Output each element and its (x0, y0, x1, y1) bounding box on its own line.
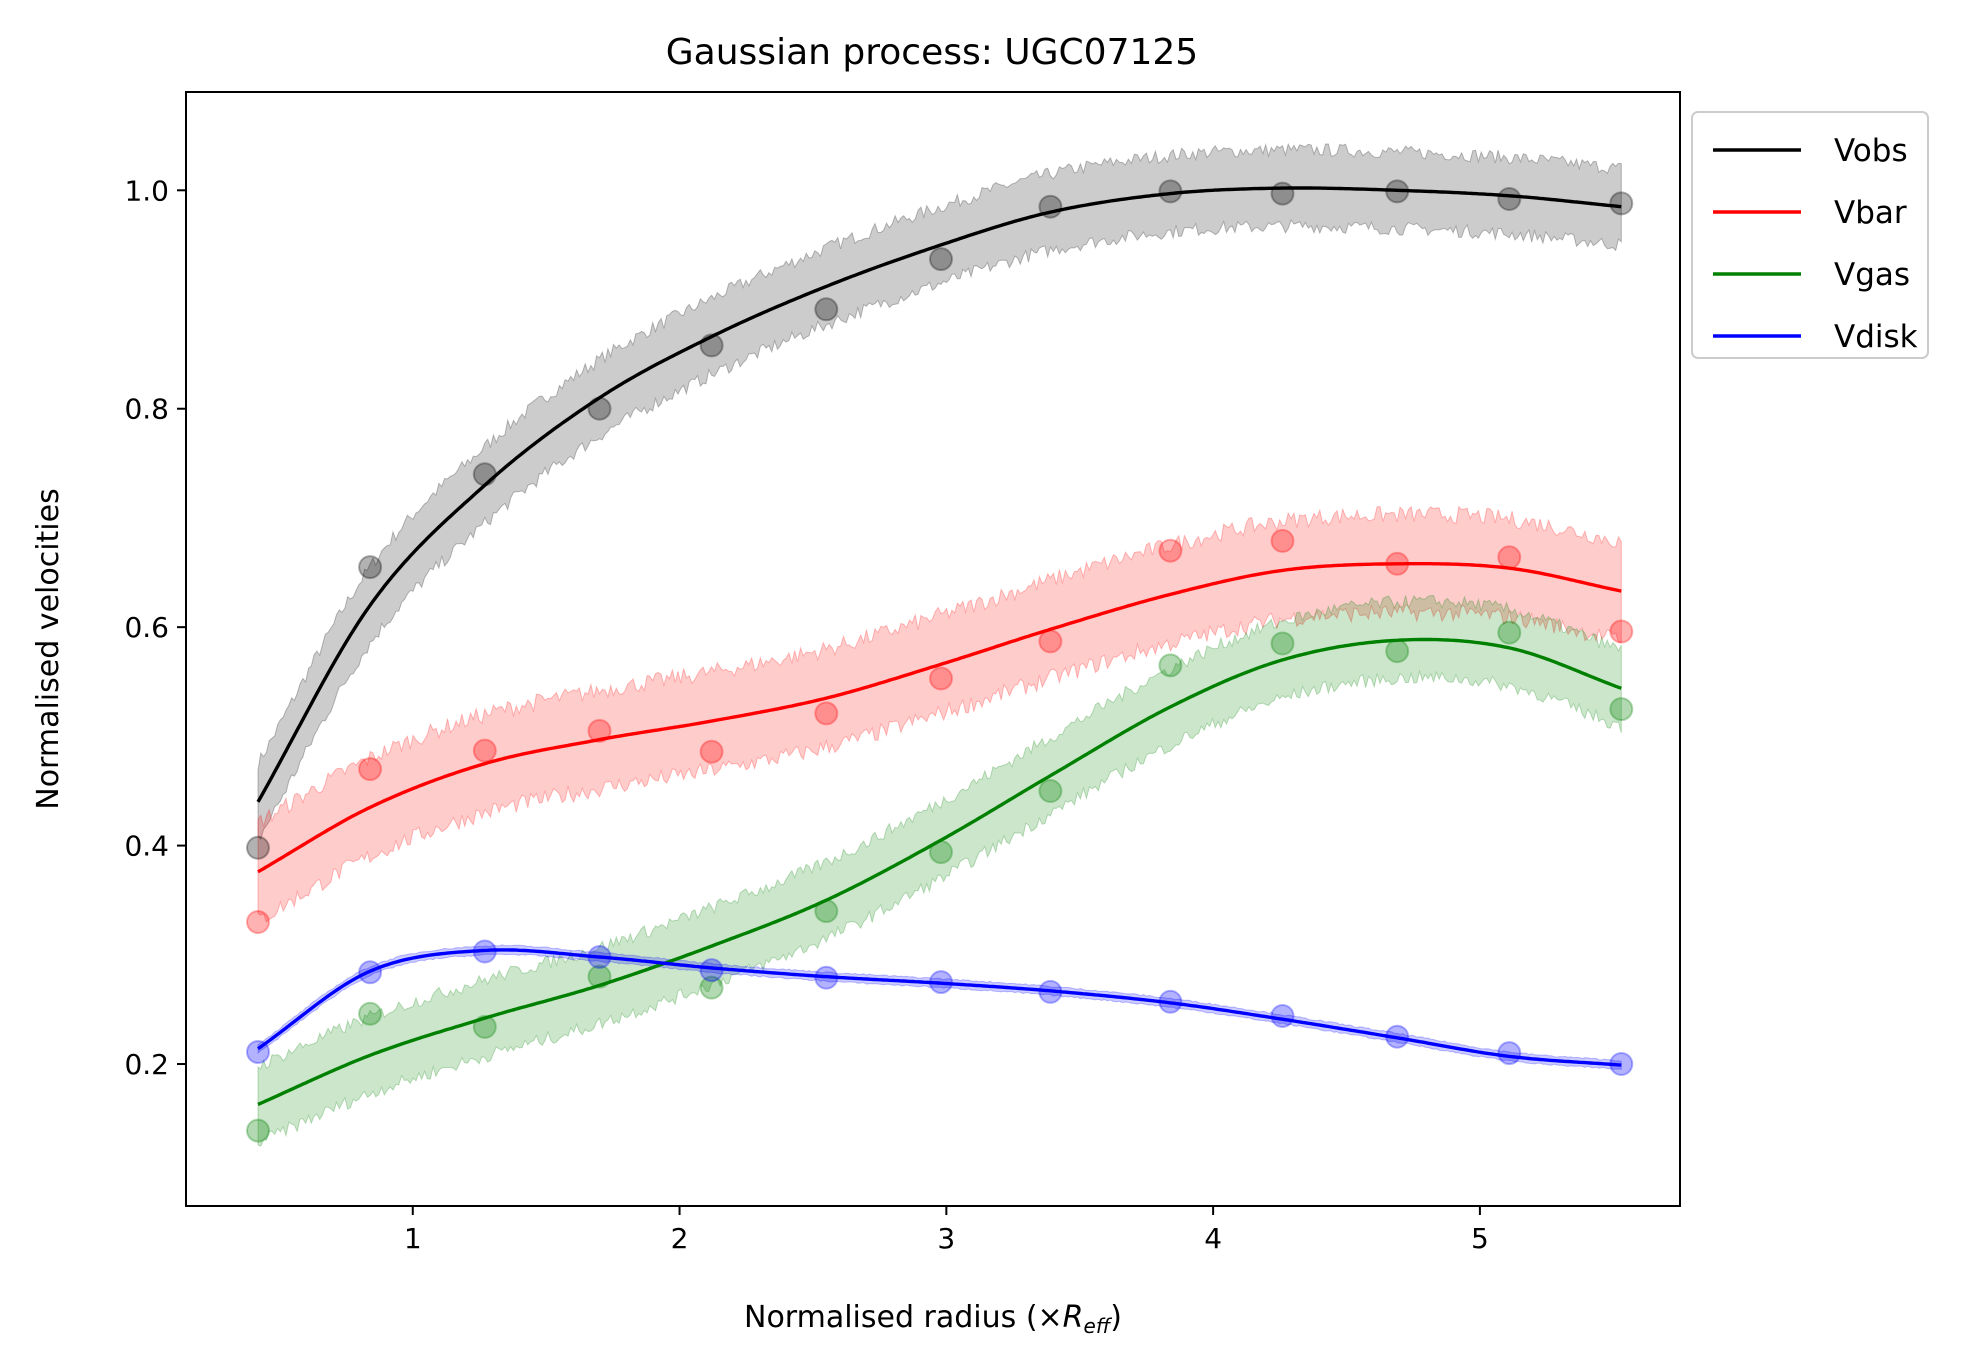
vobs-data-point (472, 462, 497, 487)
vdisk-data-point (1609, 1052, 1634, 1076)
y-tick-label: 0.6 (124, 611, 169, 644)
vgas-data-point (472, 1014, 497, 1039)
y-tick-label: 0.2 (124, 1048, 169, 1081)
vobs-data-point (699, 333, 724, 358)
vobs-data-point (1270, 181, 1295, 206)
vobs-data-point (929, 247, 953, 272)
vgas-data-point (1385, 639, 1410, 664)
vbar-data-point (358, 757, 383, 782)
x-axis-title: Normalised radius (×Reff) (744, 1300, 1122, 1338)
vdisk-data-point (358, 960, 383, 985)
vbar-data-point (246, 910, 270, 934)
vbar-data-point (1270, 528, 1295, 553)
vgas-data-point (814, 899, 839, 924)
vdisk-data-point (246, 1040, 270, 1064)
vgas-data-point (929, 840, 953, 865)
vbar-data-point (1038, 629, 1063, 654)
legend-label-vdisk: Vdisk (1834, 319, 1918, 355)
x-axis-ticks: 1 2 3 4 5 (404, 1206, 1489, 1255)
vgas-data-point (1038, 779, 1063, 803)
y-tick-label: 0.4 (124, 830, 169, 863)
vbar-data-point (587, 718, 612, 743)
vbar-confidence-band (257, 505, 1622, 923)
y-axis-ticks: 0.2 0.4 0.6 0.8 1.0 (124, 174, 186, 1081)
x-axis-title-suffix: ) (1110, 1300, 1122, 1335)
vdisk-confidence-band (257, 944, 1622, 1070)
plot-frame (185, 91, 1681, 1207)
confidence-bands (257, 142, 1622, 1147)
vbar-data-point (699, 739, 724, 764)
vbar-fit-line (257, 562, 1622, 874)
vgas-data-point (1609, 697, 1634, 722)
y-tick-label: 0.8 (124, 393, 169, 426)
y-axis-title: Normalised velocities (31, 488, 66, 809)
vobs-data-point (1038, 194, 1063, 219)
vdisk-data-point (1158, 989, 1183, 1014)
legend-label-vobs: Vobs (1834, 133, 1908, 169)
legend-label-vbar: Vbar (1834, 195, 1907, 231)
vbar-data-point (1158, 538, 1183, 563)
vgas-fit-line (257, 637, 1622, 1106)
data-points (246, 179, 1634, 1143)
vdisk-data-point (699, 958, 724, 983)
vobs-confidence-band (257, 142, 1622, 841)
vobs-data-point (587, 396, 612, 421)
vgas-data-point (699, 975, 724, 1000)
x-axis-title-symbol: R (1063, 1300, 1084, 1335)
x-axis-title-subscript: eff (1084, 1314, 1113, 1338)
vdisk-data-point (1038, 979, 1063, 1004)
x-tick-label: 2 (671, 1222, 689, 1255)
vdisk-data-point (1497, 1041, 1522, 1066)
vobs-data-point (1609, 191, 1634, 216)
vgas-confidence-band (257, 594, 1622, 1147)
legend-label-vgas: Vgas (1834, 257, 1910, 293)
vgas-data-point (1270, 631, 1295, 656)
vobs-data-point (814, 297, 839, 322)
vdisk-data-point (814, 965, 839, 990)
vbar-data-point (929, 666, 953, 691)
vbar-data-point (1497, 545, 1522, 570)
vgas-data-point (246, 1118, 270, 1143)
x-tick-label: 5 (1471, 1222, 1489, 1255)
legend-box (1691, 111, 1929, 359)
vgas-data-point (1497, 620, 1522, 645)
vgas-data-point (1158, 653, 1183, 678)
vobs-data-point (1158, 179, 1183, 204)
y-tick-label: 1.0 (124, 174, 169, 207)
vdisk-fit-line (257, 948, 1622, 1067)
x-tick-label: 1 (404, 1222, 422, 1255)
vdisk-data-point (1270, 1004, 1295, 1028)
vbar-data-point (472, 738, 497, 763)
legend: Vobs Vbar Vgas Vdisk (1691, 111, 1929, 359)
vdisk-data-point (587, 945, 612, 969)
vbar-data-point (1385, 551, 1410, 576)
vobs-data-point (246, 835, 270, 860)
x-tick-label: 3 (937, 1222, 955, 1255)
vobs-fit-line (256, 186, 1622, 803)
vgas-data-point (587, 964, 612, 989)
x-axis-title-main: Normalised radius (× (744, 1300, 1063, 1335)
fit-lines (256, 186, 1622, 1106)
vgas-data-point (358, 1001, 383, 1026)
x-tick-label: 4 (1204, 1222, 1222, 1255)
vdisk-data-point (929, 970, 953, 995)
vbar-data-point (814, 701, 839, 726)
vdisk-data-point (1385, 1024, 1410, 1049)
vdisk-data-point (472, 939, 497, 964)
vobs-data-point (358, 555, 383, 580)
vobs-data-point (1497, 187, 1522, 211)
chart-title: Gaussian process: UGC07125 (666, 32, 1198, 73)
vbar-data-point (1609, 619, 1634, 644)
vobs-data-point (1385, 179, 1410, 204)
